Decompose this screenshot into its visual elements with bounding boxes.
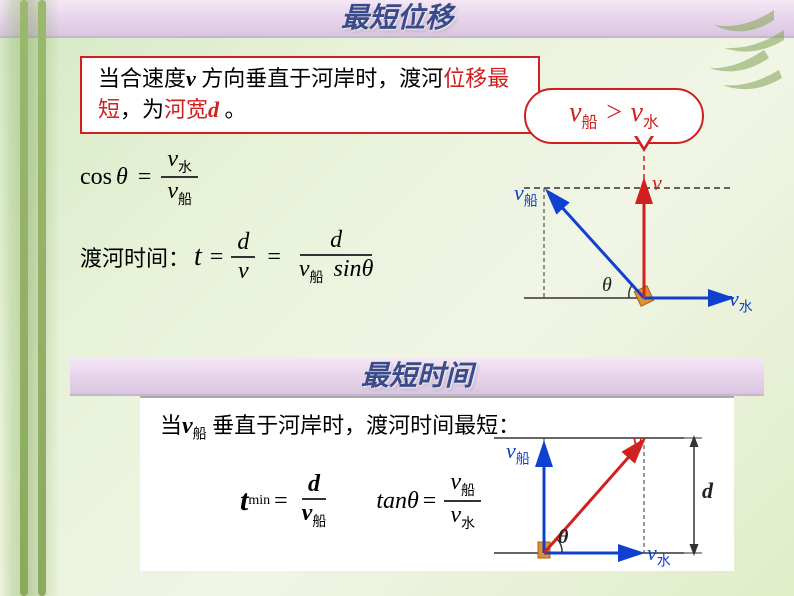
d1-vboat: v船 <box>514 180 538 210</box>
theta1: θ <box>116 164 128 191</box>
formula-tmin: tmin = d v船 <box>240 469 336 533</box>
d1-v: v <box>652 170 662 196</box>
f3-min: min <box>248 493 270 509</box>
frac-cos: v水 v船 <box>161 146 198 210</box>
f4n-v: v <box>450 469 461 495</box>
vector-diagram-1: v船 > v水 v <box>504 88 764 318</box>
d1-vwater: v水 <box>729 286 753 316</box>
f4-th: θ <box>407 488 419 515</box>
cos: cos <box>80 164 112 191</box>
explanation-box: 当合速度v 方向垂直于河岸时，渡河位移最短，为河宽d 。 <box>80 56 540 134</box>
f2-d1: d <box>231 229 255 258</box>
f2-d2: d <box>300 227 372 256</box>
f3-b: 船 <box>312 515 326 530</box>
f2-eq1: = <box>210 244 224 271</box>
frac-tmin: d v船 <box>296 471 333 531</box>
s2-p2: 垂直于河岸时，渡河时间最短： <box>207 413 521 438</box>
rb-d: d <box>208 97 219 122</box>
title-band-2: 最短时间 <box>70 358 764 396</box>
d2-v: v <box>632 428 642 454</box>
s2-v: v <box>182 413 193 439</box>
formula-tan: tanθ = v船 v水 <box>376 469 485 533</box>
rb-p3: ，为 <box>120 97 164 122</box>
section-time: 当v船 垂直于河岸时，渡河时间最短： tmin = d v船 tanθ = v船… <box>140 396 734 571</box>
s2-p1: 当 <box>160 413 182 438</box>
f2-label: 渡河时间： <box>80 241 190 273</box>
diagram2-svg <box>484 408 724 568</box>
f2-th: θ <box>362 256 374 282</box>
rb-r2: 河宽 <box>164 97 208 122</box>
f2-sin: sin <box>334 256 362 282</box>
d2-d: d <box>702 478 713 504</box>
f2-b: 船 <box>310 271 324 286</box>
rb-p4: 。 <box>219 97 247 122</box>
f4-tan: tan <box>376 488 407 515</box>
frac-dvsin: d v船 sinθ <box>293 227 379 287</box>
section-displacement: 当合速度v 方向垂直于河岸时，渡河位移最短，为河宽d 。 cos θ = v水 … <box>0 38 794 358</box>
f4d-w: 水 <box>461 517 475 532</box>
d2-theta: θ <box>558 526 568 549</box>
f1d-v: v <box>167 178 178 204</box>
d1-theta: θ <box>602 274 612 297</box>
f2-t: t <box>194 241 202 273</box>
f2-v2: v <box>299 256 310 282</box>
diagram1-svg <box>504 88 764 318</box>
d2-vboat: v船 <box>506 438 530 468</box>
f3-d: d <box>302 471 326 500</box>
rb-v: v <box>186 66 196 91</box>
f4n-b: 船 <box>461 484 475 499</box>
title-2: 最短时间 <box>361 361 473 392</box>
s2-b: 船 <box>193 427 207 442</box>
section2-wrapper: 最短时间 当v船 垂直于河岸时，渡河时间最短： tmin = d v船 tanθ… <box>70 358 764 571</box>
f3-eq: = <box>274 488 288 515</box>
f1d-b: 船 <box>178 193 192 208</box>
f3-v: v <box>302 500 313 526</box>
rb-p2: 方向垂直于河岸时，渡河 <box>196 66 444 91</box>
frac-dv: d v <box>231 229 255 285</box>
f3-t: t <box>240 484 248 518</box>
f4d-v: v <box>450 502 461 528</box>
f1n-w: 水 <box>178 160 192 175</box>
f4-eq: = <box>423 488 437 515</box>
f1n-v: v <box>167 146 178 172</box>
f2-eq2: = <box>267 244 281 271</box>
title-1: 最短位移 <box>341 3 453 34</box>
vector-diagram-2: v船 v v水 θ d <box>484 408 724 568</box>
eq1: = <box>138 164 152 191</box>
rb-p1: 当合速度 <box>98 66 186 91</box>
f2-v1: v <box>232 258 255 285</box>
d2-vwater: v水 <box>647 540 671 570</box>
frac-tan: v船 v水 <box>444 469 481 533</box>
